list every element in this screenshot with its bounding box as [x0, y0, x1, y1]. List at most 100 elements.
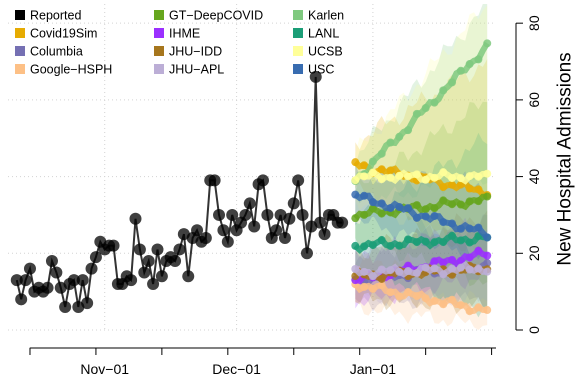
reported-point — [318, 228, 331, 241]
forecast-point-gt-deepcovid — [360, 210, 369, 219]
reported-point — [292, 174, 305, 187]
forecast-point-jhu-apl — [465, 265, 474, 274]
legend-swatch — [154, 28, 164, 38]
forecast-point-gt-deepcovid — [412, 201, 421, 210]
forecast-point-gt-deepcovid — [483, 192, 492, 201]
legend-label: Columbia — [30, 45, 83, 59]
forecast-point-google-hsph — [412, 292, 421, 301]
grid — [8, 4, 496, 331]
forecast-point-lanl — [448, 231, 457, 240]
legend-item-ihme: IHME — [154, 27, 200, 41]
forecast-point-usc — [386, 204, 395, 213]
reported-point — [239, 208, 252, 221]
forecast-point-covid19sim — [439, 183, 448, 192]
reported-point — [283, 212, 296, 225]
median-lanl — [353, 232, 488, 254]
reported-point — [300, 247, 313, 260]
forecast-point-google-hsph — [360, 282, 369, 291]
legend-item-usc: USC — [293, 63, 334, 77]
y-tick-label: 0 — [526, 326, 542, 334]
forecast-point-ucsb — [377, 175, 386, 184]
legend-item-karlen: Karlen — [293, 9, 344, 23]
forecast-point-usc — [430, 212, 439, 221]
y-axis-title: New Hospital Admissions — [555, 52, 576, 265]
reported-point — [23, 262, 36, 275]
forecast-point-jhu-apl — [395, 267, 404, 276]
forecast-point-lanl — [456, 236, 465, 245]
reported-point — [213, 208, 226, 221]
forecast-point-lanl — [404, 235, 413, 244]
legend-swatch — [15, 64, 25, 74]
forecast-point-ihme — [448, 255, 457, 264]
legend-label: Google−HSPH — [30, 63, 112, 77]
reported-point — [243, 197, 256, 210]
legend-label: GT−DeepCOVID — [169, 9, 263, 23]
reported-point — [81, 297, 94, 310]
legend-swatch — [293, 64, 303, 74]
forecast-point-jhu-apl — [456, 263, 465, 272]
forecast-point-ihme — [483, 251, 492, 260]
forecast-point-ihme — [439, 258, 448, 267]
legend-label: JHU−IDD — [169, 45, 222, 59]
forecast-point-jhu-apl — [377, 265, 386, 274]
forecast-point-google-hsph — [483, 306, 492, 315]
forecast-point-karlen — [386, 138, 395, 147]
reported-point — [129, 212, 142, 225]
median-google-hsph — [353, 281, 488, 315]
reported-point — [217, 224, 230, 237]
forecast-median-lines — [351, 39, 492, 316]
forecast-point-ucsb — [421, 175, 430, 184]
forecast-point-ucsb — [439, 168, 448, 177]
forecast-point-lanl — [395, 241, 404, 250]
forecast-point-ihme — [456, 256, 465, 265]
legend-label: USC — [308, 63, 334, 77]
forecast-point-lanl — [386, 241, 395, 250]
legend-item-jhu-apl: JHU−APL — [154, 63, 224, 77]
reported-series — [10, 70, 349, 313]
reported-point — [147, 277, 160, 290]
forecast-point-google-hsph — [395, 292, 404, 301]
median-karlen — [352, 41, 490, 183]
forecast-point-karlen — [377, 149, 386, 158]
forecast-point-lanl — [430, 238, 439, 247]
forecast-point-jhu-apl — [430, 264, 439, 273]
forecast-point-columbia — [483, 259, 492, 268]
forecast-point-ucsb — [395, 171, 404, 180]
forecast-point-karlen — [395, 132, 404, 141]
reported-point — [270, 224, 283, 237]
legend-item-reported: Reported — [15, 9, 81, 23]
forecast-point-ucsb — [351, 176, 360, 185]
forecast-point-gt-deepcovid — [439, 196, 448, 205]
forecast-point-ihme — [430, 257, 439, 266]
forecast-point-ucsb — [360, 172, 369, 181]
forecast-point-lanl — [412, 238, 421, 247]
y-tick-label: 40 — [526, 169, 542, 185]
forecast-point-usc — [351, 190, 360, 199]
reported-point — [278, 231, 291, 244]
reported-point — [125, 274, 138, 287]
reported-point — [67, 274, 80, 287]
forecast-point-lanl — [421, 237, 430, 246]
reported-point — [248, 220, 261, 233]
median-gt-deepcovid — [353, 193, 488, 221]
forecast-point-ihme — [465, 253, 474, 262]
forecast-point-jhu-idd — [377, 274, 386, 283]
forecast-point-karlen — [412, 109, 421, 118]
forecast-point-karlen — [430, 98, 439, 107]
legend-item-jhu-idd: JHU−IDD — [154, 45, 222, 59]
median-usc — [353, 192, 490, 240]
forecast-point-jhu-apl — [448, 264, 457, 273]
legend-item-columbia: Columbia — [15, 45, 83, 59]
forecast-point-usc — [465, 224, 474, 233]
median-ucsb — [353, 168, 488, 185]
reported-point — [76, 274, 89, 287]
forecast-point-jhu-apl — [474, 264, 483, 273]
legend-swatch — [154, 64, 164, 74]
reported-point — [138, 266, 151, 279]
forecast-point-jhu-apl — [386, 266, 395, 275]
forecast-point-karlen — [404, 126, 413, 135]
legend-swatch — [15, 46, 25, 56]
forecast-point-usc — [456, 224, 465, 233]
reported-point — [296, 208, 309, 221]
